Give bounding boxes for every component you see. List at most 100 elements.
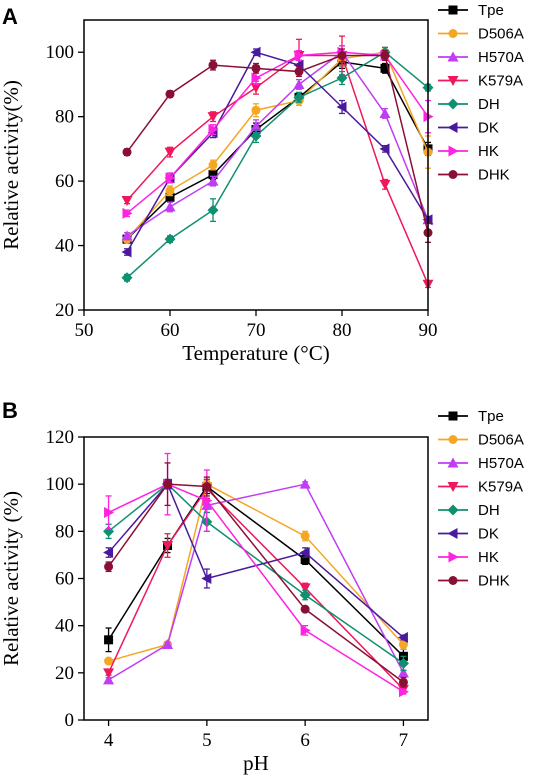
panel-a-point-tpe (380, 63, 390, 73)
panel-a-legend-marker (447, 122, 458, 133)
panel-b-point-dh (299, 589, 311, 601)
panel-b-legend-marker (448, 576, 458, 585)
panel-b-y-tick-label: 60 (55, 569, 74, 590)
panel-b-legend-label: DK (478, 526, 499, 543)
panel-a-line-tpe (126, 61, 429, 240)
panel-a-point-dhk (294, 67, 304, 77)
panel-b-point-h570a (103, 674, 115, 685)
panel-a-legend-item-h570a: H570A (438, 49, 524, 66)
panel-b-x-axis-title: pH (243, 751, 269, 775)
panel-a-point-hk (208, 124, 219, 136)
panel-a-line-dhk (126, 54, 429, 233)
panel-b-legend-label: H570A (478, 455, 524, 472)
panel-a-point-h570a (164, 201, 176, 212)
panel-b-legend-marker (448, 411, 458, 421)
panel-b-point-dhk (202, 482, 212, 492)
panel-a-point-hk (251, 72, 262, 84)
panel-b-point-dk (103, 547, 114, 559)
panel-a-point-dh (336, 72, 348, 84)
panel-b-point-dk (397, 631, 408, 643)
panel-b-point-hk (300, 624, 311, 636)
panel-b-legend-marker (447, 457, 459, 468)
panel-b-series-k579a (103, 478, 409, 695)
panel-a-point-d506a (208, 160, 218, 170)
panel-b-legend-marker (447, 504, 459, 516)
panel-b-point-tpe (300, 555, 310, 565)
panel-b-point-k579a (299, 583, 311, 594)
panel-a-legend-item-dhk: DHK (438, 167, 510, 184)
panel-b-legend-label: DH (478, 502, 500, 519)
panel-a-legend-label: H570A (478, 49, 524, 66)
panel-b-legend-item-dh: DH (438, 502, 500, 519)
panel-b-line-h570a (108, 483, 405, 681)
panel-a-label: A (2, 4, 18, 29)
panel-b-plot-frame (83, 436, 429, 721)
panel-a-legend-item-hk: HK (438, 143, 499, 160)
panel-a-x-tick-label: 70 (247, 320, 266, 341)
panel-a-point-dk (121, 246, 132, 258)
panel-a-x-tick-label: 90 (419, 320, 438, 341)
panel-b-point-tpe (104, 635, 114, 645)
panel-b-point-d506a (398, 640, 408, 650)
panel-a-legend-marker (447, 51, 459, 62)
panel-b-point-hk (104, 506, 115, 518)
panel-a-point-h570a (379, 107, 391, 118)
panel-b-point-dk (201, 573, 212, 584)
panel-b-point-k579a (162, 540, 174, 551)
panel-b-legend-item-tpe: Tpe (438, 408, 504, 425)
panel-b-series-dhk (104, 462, 408, 688)
panel-b-point-dhk (163, 479, 173, 489)
panel-a-point-hk (294, 49, 305, 61)
panel-b-legend-item-h570a: H570A (438, 455, 524, 472)
panel-a-point-dh (164, 233, 176, 245)
panel-b-point-d506a (300, 531, 310, 541)
panel-a-point-hk (165, 172, 176, 184)
panel-b-series-hk (104, 452, 409, 698)
panel-a-series-k579a (121, 35, 434, 290)
panel-a-point-k579a (121, 195, 133, 206)
panel-b-x-tick-label: 4 (104, 730, 114, 751)
panel-a-point-dk (336, 101, 347, 113)
panel-a-point-dhk (208, 60, 218, 70)
panel-b-legend-label: K579A (478, 479, 523, 496)
panel-b-point-dk (299, 547, 310, 559)
temperature-chart: 50 60 70 80 90 20 40 60 80 100 Temperature (°C) Rel… (0, 2, 524, 365)
panel-b-point-dhk (300, 604, 310, 614)
panel-a-legend-label: K579A (478, 73, 523, 90)
panel-b-x-tick-label: 6 (300, 730, 310, 751)
panel-b-legend-label: DHK (478, 573, 510, 590)
panel-a-point-k579a (379, 179, 391, 190)
panel-a-x-tick-label: 50 (75, 320, 94, 341)
panel-b-legend-label: HK (478, 549, 499, 566)
panel-b-series-dk (103, 478, 408, 643)
panel-a-point-h570a (250, 120, 262, 131)
panel-a-point-dhk (251, 63, 261, 73)
panel-b-legend-item-hk: HK (438, 549, 499, 566)
panel-a-point-dh (207, 204, 219, 216)
panel-a-point-dk (250, 46, 261, 58)
panel-a-x-tick-label: 80 (333, 320, 352, 341)
panel-a-legend-item-d506a: D506A (438, 26, 524, 43)
panel-a-line-dh (126, 51, 429, 279)
panel-b-legend: Tpe D506A H570A K579A DH DK HK DHK (438, 408, 524, 590)
panel-b-point-h570a (162, 639, 174, 650)
panel-a-y-tick-label: 60 (55, 171, 74, 192)
panel-b-y-tick-label: 120 (46, 427, 75, 448)
panel-b-y-tick-label: 100 (46, 474, 75, 495)
panel-b-label: B (2, 398, 18, 423)
panel-b-legend-label: Tpe (478, 408, 504, 425)
panel-b-y-tick-label: 80 (55, 521, 74, 542)
panel-b-line-dk (108, 482, 404, 639)
panel-b-point-dh (397, 657, 409, 669)
panel-a-point-dk (379, 143, 390, 155)
panel-b-series-tpe (104, 478, 408, 665)
panel-a-point-dhk (122, 147, 132, 157)
panel-a-series-h570a (121, 45, 434, 241)
panel-a-x-tick-label: 60 (161, 320, 180, 341)
panel-b-point-dhk (104, 562, 114, 572)
panel-b-legend-marker (448, 551, 459, 563)
panel-a-point-h570a (207, 175, 219, 186)
panel-a-point-k579a (164, 147, 176, 158)
panel-b-y-axis-title: Relative activity (%) (0, 491, 23, 666)
panel-b-point-d506a (104, 656, 114, 666)
